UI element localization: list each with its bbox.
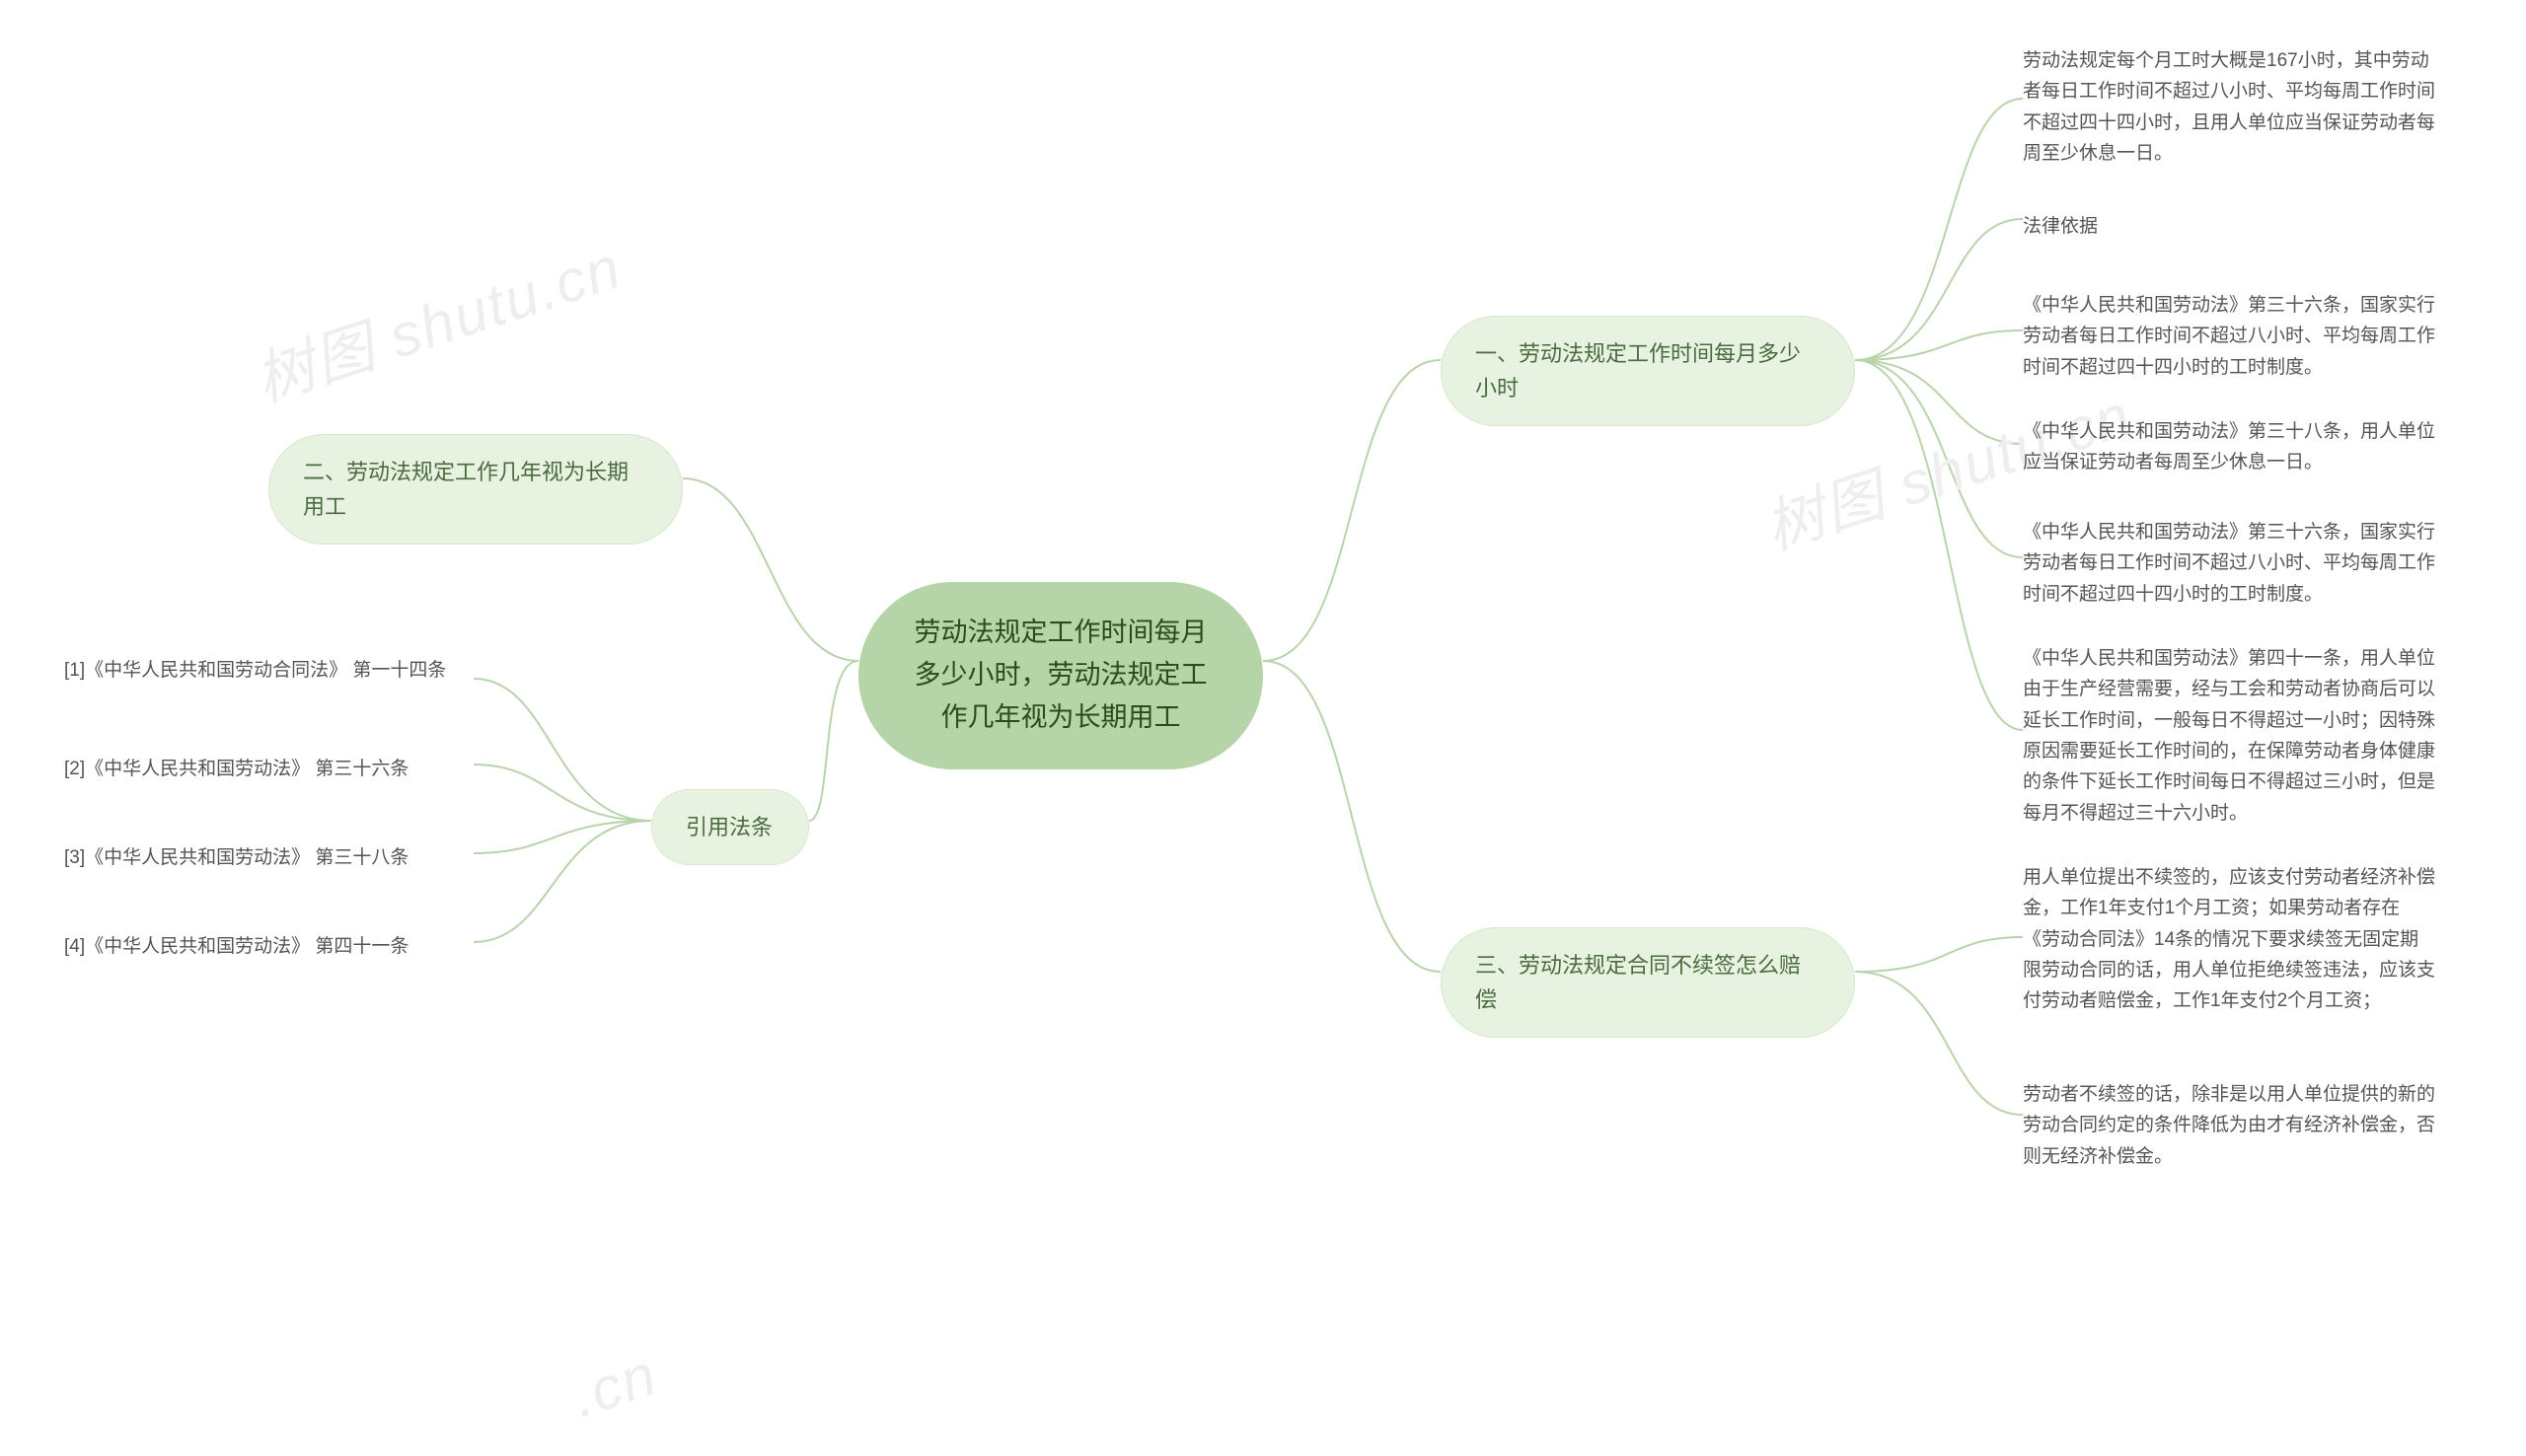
- leaf-b4-3: [4]《中华人民共和国劳动法》 第四十一条: [64, 927, 409, 966]
- branch-node-4: 引用法条: [651, 789, 809, 865]
- leaf-b4-2: [3]《中华人民共和国劳动法》 第三十八条: [64, 838, 409, 877]
- branch-node-1: 一、劳动法规定工作时间每月多少小时: [1441, 316, 1855, 426]
- leaf-b3-0: 用人单位提出不续签的，应该支付劳动者经济补偿金，工作1年支付1个月工资；如果劳动…: [2023, 858, 2437, 1021]
- center-node: 劳动法规定工作时间每月多少小时，劳动法规定工作几年视为长期用工: [858, 582, 1263, 769]
- leaf-b3-1: 劳动者不续签的话，除非是以用人单位提供的新的劳动合同约定的条件降低为由才有经济补…: [2023, 1075, 2437, 1176]
- watermark: .cn: [563, 1340, 665, 1430]
- leaf-b1-4: 《中华人民共和国劳动法》第三十六条，国家实行劳动者每日工作时间不超过八小时、平均…: [2023, 513, 2437, 614]
- leaf-b1-0: 劳动法规定每个月工时大概是167小时，其中劳动者每日工作时间不超过八小时、平均每…: [2023, 41, 2437, 173]
- leaf-b1-5: 《中华人民共和国劳动法》第四十一条，用人单位由于生产经营需要，经与工会和劳动者协…: [2023, 639, 2437, 833]
- leaf-b1-2: 《中华人民共和国劳动法》第三十六条，国家实行劳动者每日工作时间不超过八小时、平均…: [2023, 286, 2437, 387]
- leaf-b1-1: 法律依据: [2023, 207, 2098, 246]
- branch-node-3: 三、劳动法规定合同不续签怎么赔偿: [1441, 927, 1855, 1038]
- leaf-b1-3: 《中华人民共和国劳动法》第三十八条，用人单位应当保证劳动者每周至少休息一日。: [2023, 412, 2437, 482]
- leaf-b4-1: [2]《中华人民共和国劳动法》 第三十六条: [64, 750, 409, 788]
- leaf-b4-0: [1]《中华人民共和国劳动合同法》 第一十四条: [64, 651, 446, 690]
- branch-node-2: 二、劳动法规定工作几年视为长期用工: [268, 434, 683, 545]
- watermark: 树图 shutu.cn: [243, 220, 632, 419]
